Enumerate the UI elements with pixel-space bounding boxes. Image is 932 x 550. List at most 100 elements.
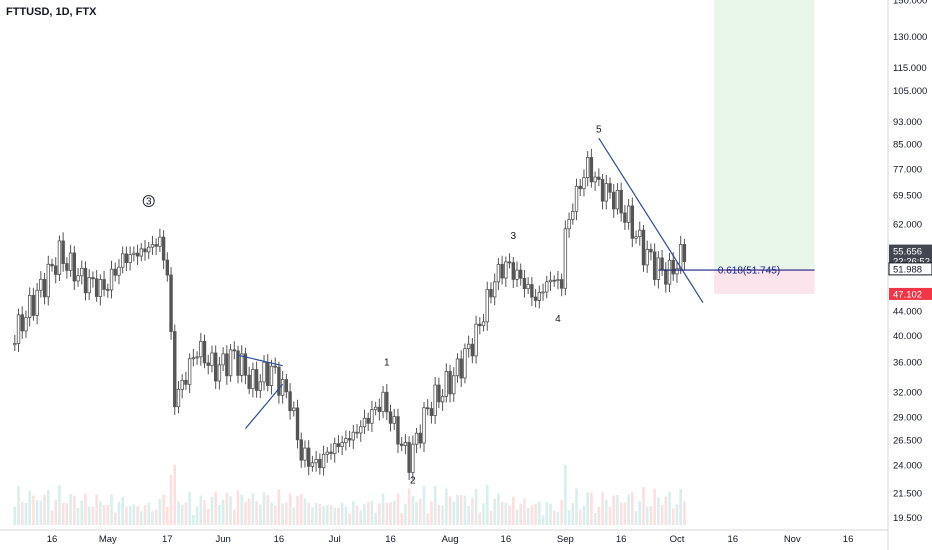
volume-bar [400, 513, 403, 525]
candle [292, 401, 296, 417]
candle [13, 334, 17, 351]
candle-body [173, 331, 177, 408]
candle [284, 374, 289, 399]
y-tick-label: 69.500 [893, 191, 922, 202]
candle-body [608, 183, 612, 193]
x-tick-label: May [99, 534, 117, 545]
candle [158, 228, 162, 253]
candle-body [452, 375, 456, 395]
candle [35, 282, 39, 325]
candle-body [143, 248, 147, 253]
volume-bar [251, 493, 255, 525]
candle-body [418, 432, 422, 444]
candle [247, 366, 251, 394]
volume-bar [660, 504, 664, 525]
candle-body [113, 268, 117, 276]
volume-bar [270, 502, 273, 525]
candle-body [548, 279, 553, 283]
volume-bar [255, 500, 258, 525]
candle [195, 351, 199, 365]
candle-body [604, 183, 608, 202]
volume-bars [13, 464, 686, 525]
candle-body [57, 240, 62, 275]
candle [165, 252, 170, 282]
x-tick-label: 16 [616, 534, 627, 545]
candle [217, 356, 222, 390]
volume-bar [232, 509, 236, 525]
candle [336, 435, 341, 453]
volume-bar [46, 490, 50, 525]
candle-body [381, 391, 385, 412]
candle-body [165, 259, 170, 276]
candle [191, 348, 196, 367]
candle-body [682, 244, 687, 262]
stop-price-label: 47.102 [893, 289, 922, 300]
volume-bar [273, 505, 277, 525]
candle [489, 282, 493, 304]
candle [634, 230, 638, 244]
candle [202, 334, 207, 369]
candle [448, 364, 452, 403]
candle-body [667, 259, 672, 285]
candle [355, 424, 359, 439]
volume-bar [675, 504, 679, 525]
candle [351, 424, 356, 449]
volume-bar [296, 495, 299, 525]
candle [682, 238, 687, 271]
candle-body [589, 157, 594, 183]
y-tick-label: 36.000 [893, 358, 922, 369]
candle [652, 243, 657, 286]
candle-body [582, 177, 586, 190]
volume-bar [69, 494, 72, 525]
volume-bar [173, 464, 177, 525]
volume-bar [597, 506, 601, 525]
candle-body [440, 395, 445, 403]
volume-bar [281, 503, 284, 525]
volume-bar [247, 498, 251, 525]
candle [600, 173, 605, 210]
volume-bar [560, 500, 563, 525]
candle-body [150, 244, 155, 248]
volume-bar [552, 510, 556, 525]
volume-bar [604, 499, 608, 525]
candle-body [645, 248, 649, 266]
wave-label: 3 [510, 231, 516, 242]
candle-body [481, 321, 486, 327]
candle-body [187, 358, 192, 385]
candle [478, 317, 482, 335]
volume-bar [39, 500, 43, 525]
candle-body [87, 277, 91, 294]
candle [262, 355, 266, 391]
volume-bar [76, 508, 80, 525]
candle [359, 420, 363, 442]
volume-bar [392, 500, 396, 525]
candle-body [202, 340, 207, 364]
volume-bar [489, 510, 493, 525]
candle-body [50, 263, 54, 267]
candle-body [288, 391, 292, 412]
x-tick-label: Oct [670, 534, 685, 545]
candle [266, 354, 270, 392]
candle-body [448, 371, 452, 395]
candle-body [396, 416, 400, 445]
candle-body [225, 353, 229, 377]
countdown-label: 22:26:52 [893, 257, 930, 268]
candle [31, 287, 36, 321]
candle [72, 245, 77, 290]
volume-bar [110, 494, 113, 525]
volume-bar [236, 490, 240, 525]
volume-bar [203, 500, 206, 525]
candle [199, 332, 203, 366]
candle [39, 271, 43, 298]
volume-bar [340, 502, 344, 525]
y-tick-label: 130.000 [893, 32, 927, 43]
volume-bar [370, 500, 374, 525]
y-tick-label: 24.000 [893, 461, 922, 472]
volume-bar [307, 502, 310, 525]
volume-bar [199, 495, 203, 525]
x-tick-label: Jul [329, 534, 341, 545]
volume-bar [143, 505, 147, 525]
candle-body [16, 314, 21, 344]
candle [414, 427, 419, 454]
